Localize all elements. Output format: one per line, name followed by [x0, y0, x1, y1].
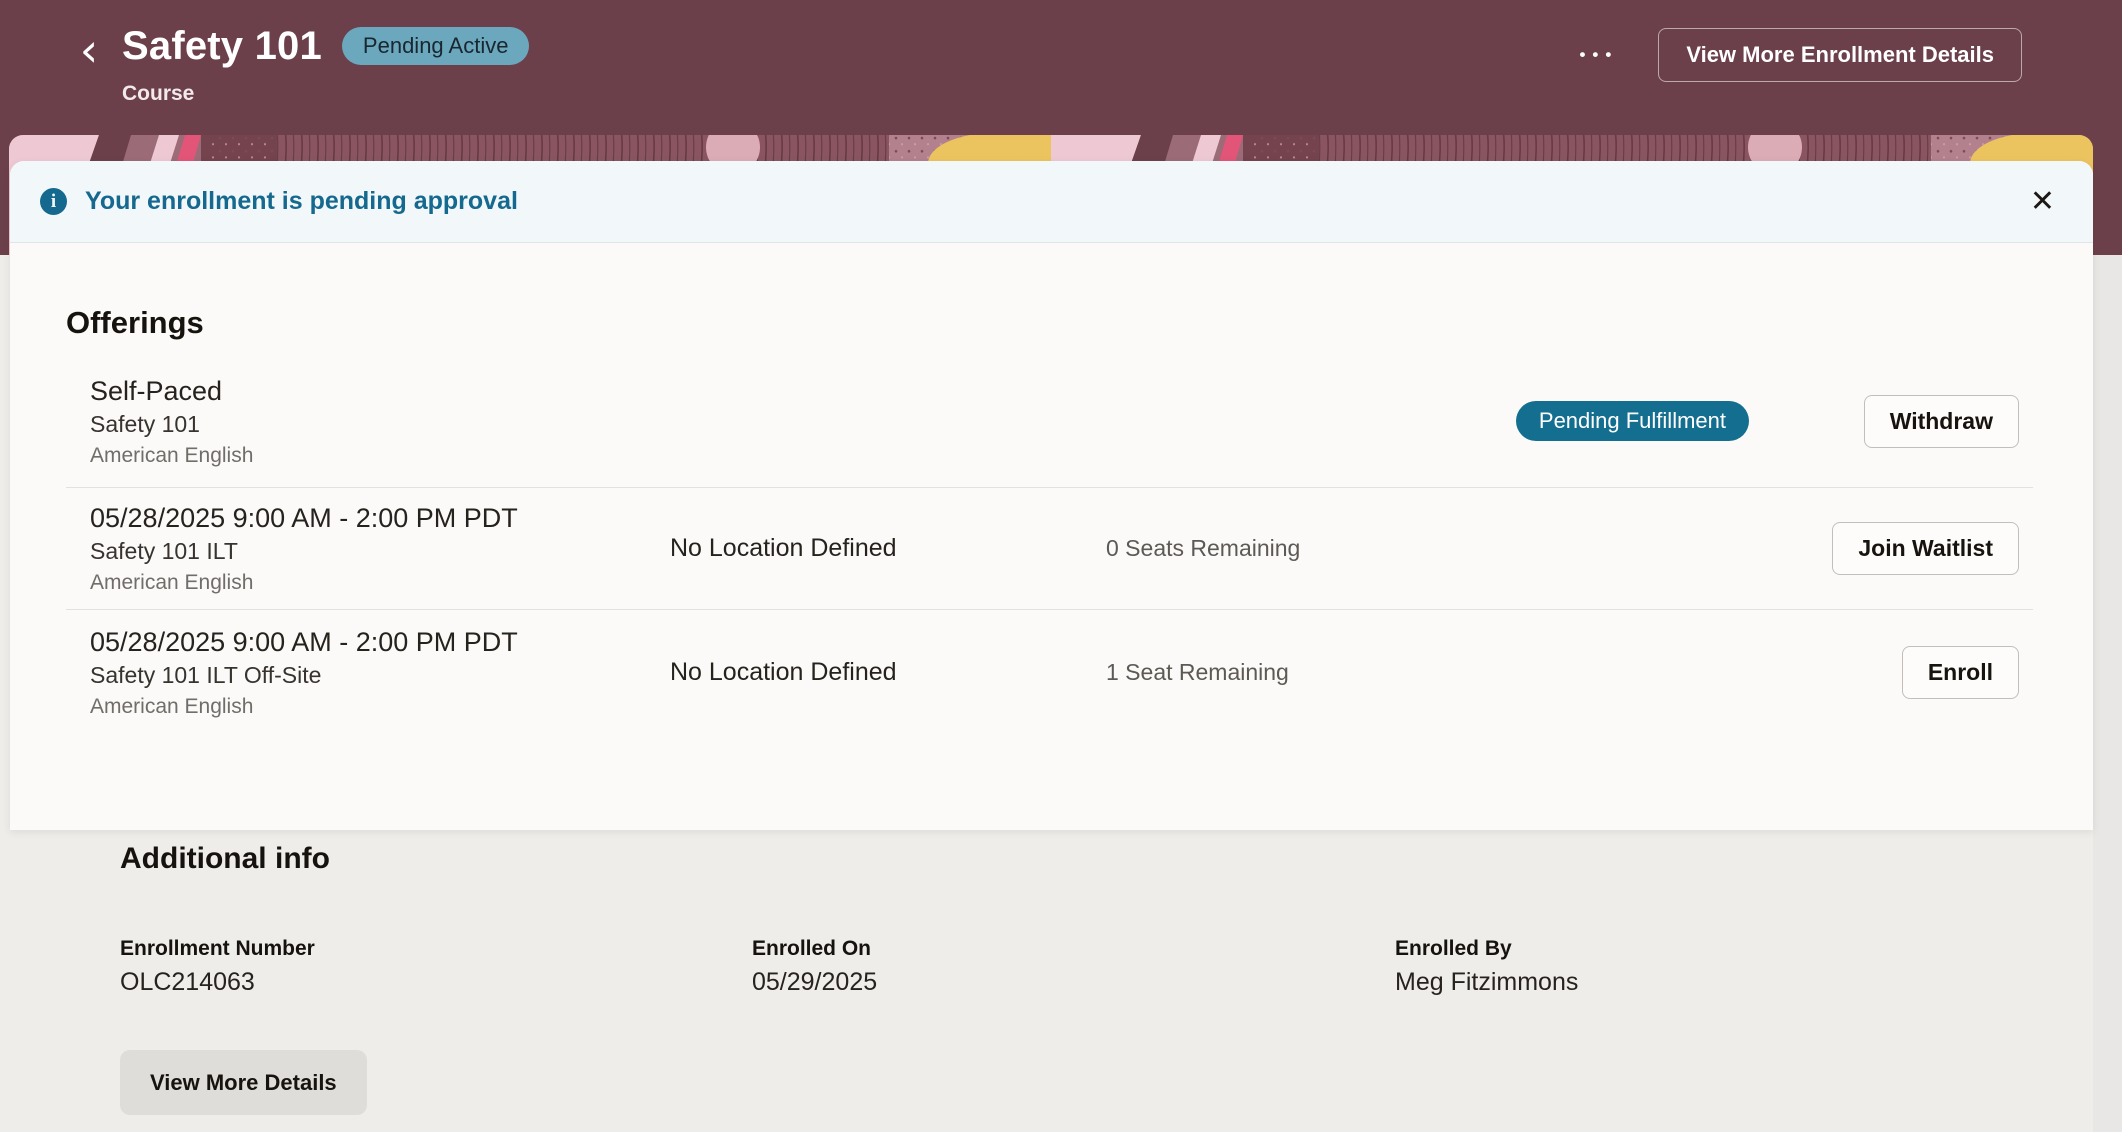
enrollment-alert: i Your enrollment is pending approval ✕ — [10, 161, 2093, 243]
scrollbar-gutter — [2093, 255, 2122, 1132]
field-enrolled-by: Enrolled By Meg Fitzimmons — [1395, 936, 1578, 997]
page-title: Safety 101 — [122, 24, 322, 68]
status-badge: Pending Active — [341, 27, 530, 65]
offering-language: American English — [90, 695, 254, 718]
offering-seats: 1 Seat Remaining — [1106, 659, 1289, 685]
field-label: Enrolled On — [752, 937, 872, 960]
offering-language: American English — [90, 571, 254, 594]
additional-info-section: Additional info Enrollment Number OLC214… — [0, 830, 2093, 1115]
offering-location: No Location Defined — [670, 534, 897, 562]
offering-info: Self-Paced Safety 101 American English — [90, 375, 660, 468]
field-value: 05/29/2025 — [752, 968, 878, 996]
offering-language: American English — [90, 443, 254, 467]
header-actions: ••• View More Enrollment Details — [1579, 28, 2092, 82]
offering-name: Safety 101 ILT Off-Site — [90, 662, 322, 688]
offering-seats: 0 Seats Remaining — [1106, 535, 1301, 561]
offering-info: 05/28/2025 9:00 AM - 2:00 PM PDT Safety … — [90, 502, 660, 595]
row-divider — [66, 609, 2033, 610]
offerings-title: Offerings — [66, 305, 204, 340]
info-icon: i — [40, 188, 67, 215]
additional-info-title: Additional info — [120, 842, 330, 875]
offering-row-ilt: 05/28/2025 9:00 AM - 2:00 PM PDT Safety … — [10, 488, 2093, 609]
offering-info: 05/28/2025 9:00 AM - 2:00 PM PDT Safety … — [90, 626, 660, 719]
view-more-enrollment-details-button[interactable]: View More Enrollment Details — [1658, 28, 2022, 82]
offerings-list: Self-Paced Safety 101 American English P… — [10, 355, 2093, 735]
content-panel: i Your enrollment is pending approval ✕ … — [10, 161, 2093, 830]
offering-schedule: 05/28/2025 9:00 AM - 2:00 PM PDT — [90, 627, 518, 657]
offering-name: Safety 101 — [90, 410, 200, 437]
back-icon[interactable]: ‹ — [72, 24, 106, 76]
overflow-menu-icon[interactable]: ••• — [1579, 45, 1619, 64]
page-header: ‹ Safety 101 Pending Active Course ••• V… — [0, 0, 2122, 135]
field-enrollment-number: Enrollment Number OLC214063 — [120, 936, 752, 997]
view-more-details-button[interactable]: View More Details — [120, 1050, 367, 1115]
field-enrolled-on: Enrolled On 05/29/2025 — [752, 936, 1395, 997]
offering-type: Self-Paced — [90, 375, 223, 406]
row-divider — [66, 487, 2033, 488]
field-label: Enrollment Number — [120, 937, 315, 960]
close-icon[interactable]: ✕ — [2029, 184, 2055, 218]
additional-info-fields: Enrollment Number OLC214063 Enrolled On … — [120, 936, 2093, 997]
offering-location: No Location Defined — [670, 658, 897, 686]
enroll-button[interactable]: Enroll — [1901, 646, 2019, 699]
offering-schedule: 05/28/2025 9:00 AM - 2:00 PM PDT — [90, 503, 518, 533]
fulfillment-status-badge: Pending Fulfillment — [1515, 401, 1749, 441]
field-value: OLC214063 — [120, 968, 255, 996]
offering-row-self-paced: Self-Paced Safety 101 American English P… — [10, 355, 2093, 487]
field-label: Enrolled By — [1395, 937, 1512, 960]
field-value: Meg Fitzimmons — [1395, 968, 1579, 996]
page-subtitle: Course — [122, 82, 195, 105]
alert-message: Your enrollment is pending approval — [85, 187, 518, 215]
title-block: Safety 101 Pending Active Course — [122, 22, 530, 106]
withdraw-button[interactable]: Withdraw — [1863, 394, 2019, 448]
offering-name: Safety 101 ILT — [90, 538, 238, 564]
join-waitlist-button[interactable]: Join Waitlist — [1832, 522, 2019, 575]
offering-row-ilt-offsite: 05/28/2025 9:00 AM - 2:00 PM PDT Safety … — [10, 610, 2093, 735]
